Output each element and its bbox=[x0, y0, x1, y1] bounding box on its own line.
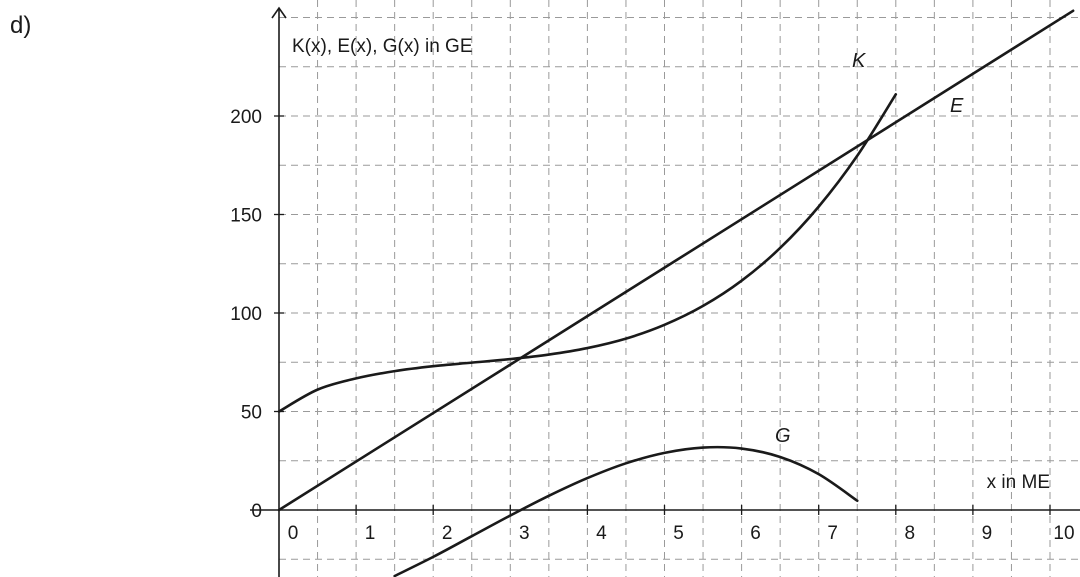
x-tick-label: 6 bbox=[750, 523, 761, 544]
y-axis-arrow bbox=[271, 6, 287, 19]
y-tick-label: 50 bbox=[241, 403, 262, 424]
curve-E bbox=[277, 9, 1075, 512]
y-tick-label: 0 bbox=[251, 501, 262, 522]
curve-label-G: G bbox=[775, 425, 791, 447]
x-tick-label: 8 bbox=[905, 523, 916, 544]
y-tick-label: 100 bbox=[230, 304, 262, 325]
y-axis-label: K(x), E(x), G(x) in GE bbox=[292, 36, 473, 57]
x-tick-label: 2 bbox=[442, 523, 453, 544]
x-axis-label: x in ME bbox=[987, 472, 1050, 493]
x-tick-label: 10 bbox=[1053, 523, 1074, 544]
x-tick-label: 4 bbox=[596, 523, 607, 544]
curve-label-E: E bbox=[950, 95, 964, 117]
x-tick-label: 1 bbox=[365, 523, 376, 544]
curves bbox=[277, 9, 1075, 577]
curve-label-K: K bbox=[852, 50, 867, 72]
y-tick-label: 150 bbox=[230, 206, 262, 227]
x-tick-label: 5 bbox=[673, 523, 684, 544]
x-tick-label: 7 bbox=[827, 523, 838, 544]
x-tick-label: 9 bbox=[982, 523, 993, 544]
curve-G bbox=[393, 445, 859, 577]
curve-K bbox=[277, 93, 898, 413]
x-tick-label: 3 bbox=[519, 523, 530, 544]
axes bbox=[250, 6, 1080, 577]
task-part-label: d) bbox=[10, 12, 32, 39]
x-tick-label: 0 bbox=[288, 523, 299, 544]
grid bbox=[279, 0, 1080, 577]
y-tick-label: 200 bbox=[230, 107, 262, 128]
